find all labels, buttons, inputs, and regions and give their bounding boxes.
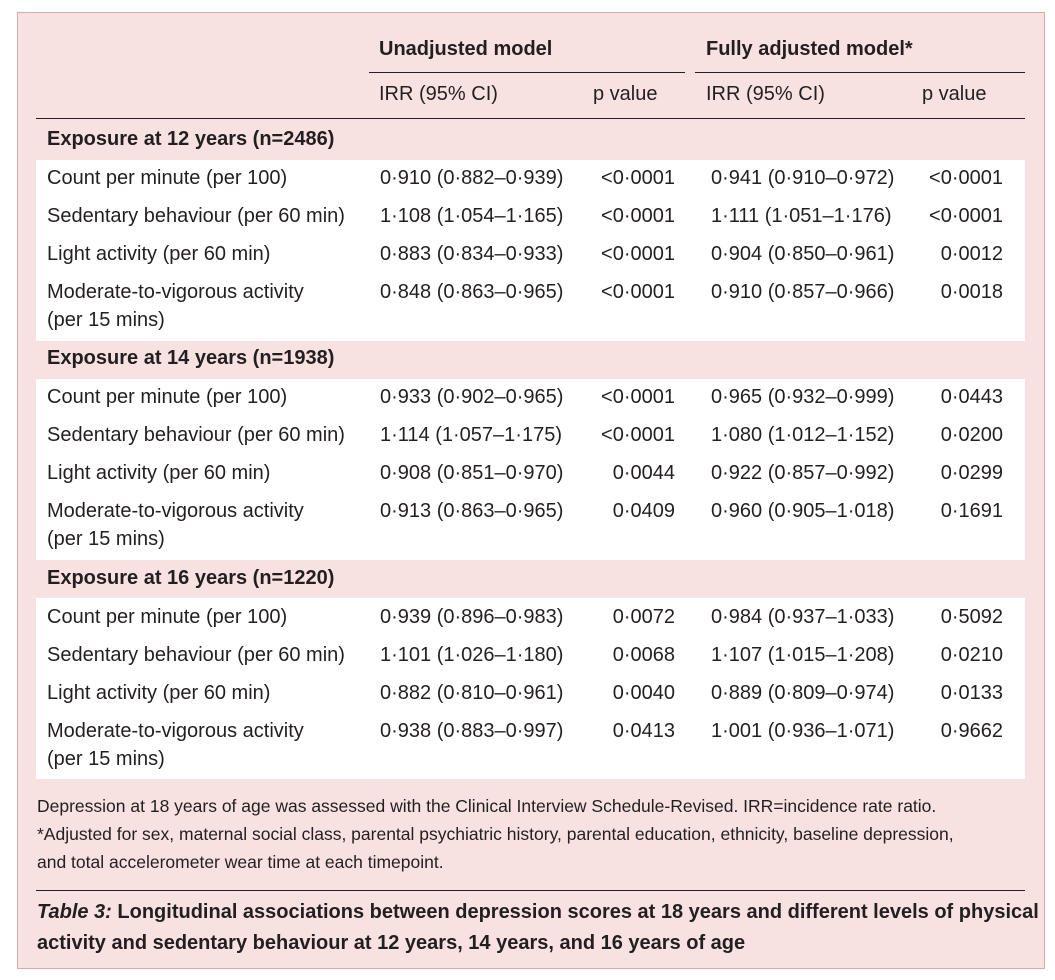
irr-unadjusted: 0·939 (0·896–0·983) <box>380 606 564 628</box>
subheader-pvalue-adjusted: p value <box>922 83 987 105</box>
pvalue-adjusted: 0·0200 <box>940 424 1003 446</box>
irr-unadjusted: 0·933 (0·902–0·965) <box>380 386 564 408</box>
irr-unadjusted: 0·910 (0·882–0·939) <box>380 167 564 189</box>
footnote-adjustment: *Adjusted for sex, maternal social class… <box>37 824 954 844</box>
pvalue-unadjusted: 0·0040 <box>612 682 675 704</box>
pvalue-unadjusted: <0·0001 <box>601 205 675 227</box>
row-label: Count per minute (per 100) <box>47 167 288 189</box>
pvalue-unadjusted: <0·0001 <box>601 281 675 303</box>
irr-unadjusted: 0·882 (0·810–0·961) <box>380 682 564 704</box>
header-unadjusted: Unadjusted model <box>379 38 553 60</box>
irr-adjusted: 0·984 (0·937–1·033) <box>711 606 895 628</box>
row-label: Sedentary behaviour (per 60 min) <box>47 205 345 227</box>
header-rule-unadjusted <box>369 72 685 73</box>
row-label-continued: (per 15 mins) <box>47 309 165 331</box>
irr-adjusted: 0·922 (0·857–0·992) <box>711 462 895 484</box>
pvalue-unadjusted: <0·0001 <box>601 386 675 408</box>
table-caption-line2: activity and sedentary behaviour at 12 y… <box>37 932 746 954</box>
subheader-pvalue-unadjusted: p value <box>593 83 658 105</box>
irr-unadjusted: 1·101 (1·026–1·180) <box>380 644 564 666</box>
pvalue-adjusted: <0·0001 <box>929 167 1003 189</box>
pvalue-unadjusted: 0·0072 <box>612 606 675 628</box>
irr-adjusted: 1·080 (1·012–1·152) <box>711 424 895 446</box>
irr-adjusted: 0·960 (0·905–1·018) <box>711 500 895 522</box>
section-title: Exposure at 12 years (n=2486) <box>47 128 335 150</box>
row-label: Light activity (per 60 min) <box>47 243 271 265</box>
section-band <box>36 379 1025 560</box>
caption-label: Table 3: <box>37 901 112 923</box>
irr-adjusted: 1·001 (0·936–1·071) <box>711 720 895 742</box>
irr-adjusted: 0·904 (0·850–0·961) <box>711 243 895 265</box>
row-label: Count per minute (per 100) <box>47 386 288 408</box>
subheader-irr-unadjusted: IRR (95% CI) <box>379 83 498 105</box>
pvalue-unadjusted: <0·0001 <box>601 167 675 189</box>
header-rule-adjusted <box>695 72 1025 73</box>
header-adjusted: Fully adjusted model* <box>706 38 913 60</box>
irr-unadjusted: 0·938 (0·883–0·997) <box>380 720 564 742</box>
pvalue-adjusted: 0·0299 <box>940 462 1003 484</box>
irr-adjusted: 0·910 (0·857–0·966) <box>711 281 895 303</box>
irr-unadjusted: 0·908 (0·851–0·970) <box>380 462 564 484</box>
pvalue-unadjusted: 0·0413 <box>612 720 675 742</box>
irr-adjusted: 1·107 (1·015–1·208) <box>711 644 895 666</box>
irr-unadjusted: 1·108 (1·054–1·165) <box>380 205 564 227</box>
section-title: Exposure at 16 years (n=1220) <box>47 567 335 589</box>
section-band <box>36 598 1025 779</box>
row-label: Light activity (per 60 min) <box>47 462 271 484</box>
row-label: Light activity (per 60 min) <box>47 682 271 704</box>
irr-unadjusted: 1·114 (1·057–1·175) <box>380 424 562 446</box>
row-label-continued: (per 15 mins) <box>47 748 165 770</box>
pvalue-adjusted: 0·5092 <box>940 606 1003 628</box>
subheader-irr-adjusted: IRR (95% CI) <box>706 83 825 105</box>
irr-adjusted: 1·111 (1·051–1·176) <box>711 205 892 227</box>
row-label: Moderate-to-vigorous activity <box>47 720 304 742</box>
section-title: Exposure at 14 years (n=1938) <box>47 347 335 369</box>
irr-unadjusted: 0·883 (0·834–0·933) <box>380 243 564 265</box>
pvalue-adjusted: 0·1691 <box>940 500 1003 522</box>
header-bottom-rule <box>36 118 1025 119</box>
pvalue-adjusted: 0·9662 <box>940 720 1003 742</box>
pvalue-adjusted: 0·0012 <box>940 243 1003 265</box>
pvalue-adjusted: 0·0210 <box>940 644 1003 666</box>
footnote-adjustment-cont: and total accelerometer wear time at eac… <box>37 852 444 872</box>
pvalue-adjusted: 0·0133 <box>940 682 1003 704</box>
row-label: Moderate-to-vigorous activity <box>47 281 304 303</box>
irr-unadjusted: 0·913 (0·863–0·965) <box>380 500 564 522</box>
row-label: Sedentary behaviour (per 60 min) <box>47 644 345 666</box>
caption-rule <box>36 890 1025 891</box>
row-label: Count per minute (per 100) <box>47 606 288 628</box>
pvalue-unadjusted: <0·0001 <box>601 424 675 446</box>
irr-adjusted: 0·965 (0·932–0·999) <box>711 386 895 408</box>
pvalue-unadjusted: 0·0068 <box>612 644 675 666</box>
table-caption: Table 3: Longitudinal associations betwe… <box>37 901 1039 924</box>
footnote-definition: Depression at 18 years of age was assess… <box>37 796 937 816</box>
irr-unadjusted: 0·848 (0·863–0·965) <box>380 281 564 303</box>
row-label: Sedentary behaviour (per 60 min) <box>47 424 345 446</box>
pvalue-unadjusted: <0·0001 <box>601 243 675 265</box>
pvalue-unadjusted: 0·0409 <box>612 500 675 522</box>
pvalue-adjusted: 0·0018 <box>940 281 1003 303</box>
pvalue-unadjusted: 0·0044 <box>612 462 675 484</box>
irr-adjusted: 0·889 (0·809–0·974) <box>711 682 895 704</box>
row-label-continued: (per 15 mins) <box>47 528 165 550</box>
section-band <box>36 160 1025 341</box>
pvalue-adjusted: 0·0443 <box>940 386 1003 408</box>
row-label: Moderate-to-vigorous activity <box>47 500 304 522</box>
caption-text-1: Longitudinal associations between depres… <box>111 901 1039 923</box>
irr-adjusted: 0·941 (0·910–0·972) <box>711 167 895 189</box>
pvalue-adjusted: <0·0001 <box>929 205 1003 227</box>
